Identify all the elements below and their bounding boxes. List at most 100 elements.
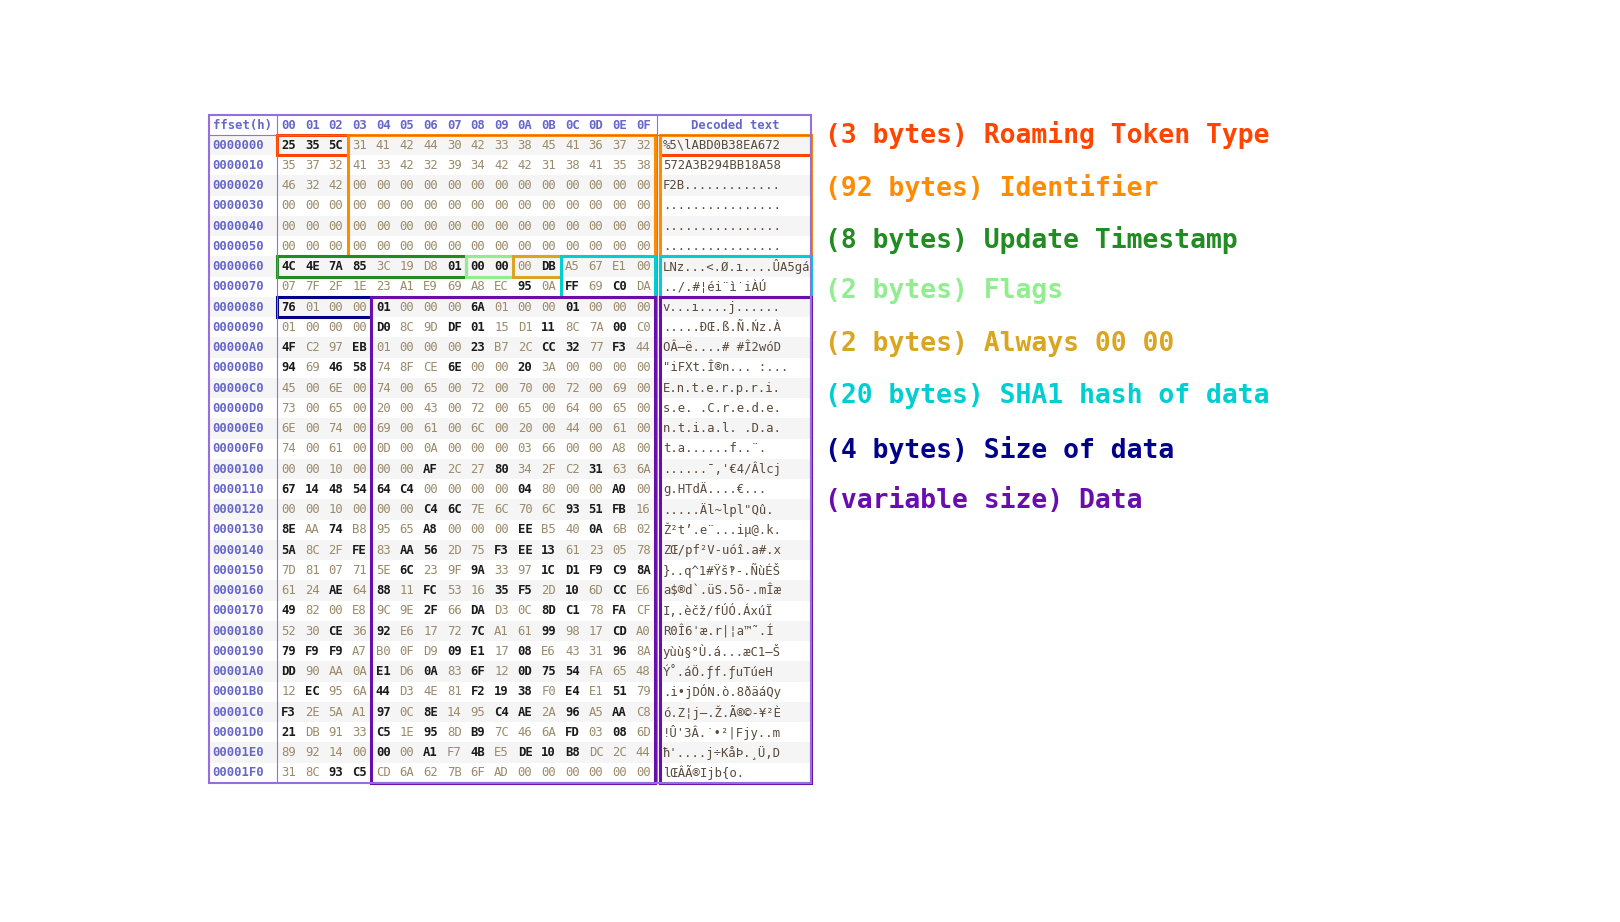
Text: CF: CF: [637, 604, 651, 618]
Bar: [209, 661, 812, 681]
Text: 00: 00: [352, 503, 368, 516]
Text: 35: 35: [282, 159, 296, 171]
Text: 64: 64: [565, 402, 580, 415]
Text: F2: F2: [470, 685, 486, 698]
Text: 44: 44: [423, 138, 437, 151]
Text: FB: FB: [612, 503, 627, 516]
Text: 21: 21: [282, 726, 296, 739]
Text: 0000050: 0000050: [212, 240, 264, 253]
Text: 00: 00: [494, 199, 509, 212]
Text: 00: 00: [637, 422, 651, 435]
Text: FA: FA: [612, 604, 627, 618]
Text: 7E: 7E: [470, 503, 486, 516]
Text: 62: 62: [423, 766, 437, 779]
Bar: [277, 135, 348, 155]
Text: 35: 35: [612, 159, 627, 171]
Text: FF: FF: [565, 280, 580, 293]
Text: 95: 95: [376, 524, 390, 537]
Text: 07: 07: [329, 563, 343, 577]
Text: 6C: 6C: [541, 503, 556, 516]
Text: 75: 75: [470, 544, 486, 557]
Bar: [209, 722, 812, 742]
Text: 3C: 3C: [376, 260, 390, 273]
Text: 00: 00: [447, 240, 462, 253]
Text: 51: 51: [612, 685, 627, 698]
Text: 93: 93: [329, 766, 343, 779]
Text: 00: 00: [329, 604, 343, 618]
Text: 00: 00: [376, 179, 390, 192]
Text: 00: 00: [494, 179, 509, 192]
Text: 00: 00: [352, 382, 368, 395]
Text: 6A: 6A: [637, 463, 651, 476]
Text: 8E: 8E: [423, 705, 437, 718]
Text: 00: 00: [612, 199, 627, 212]
Text: 00001B0: 00001B0: [212, 685, 264, 698]
Text: FA: FA: [588, 665, 603, 678]
Text: 00: 00: [400, 240, 415, 253]
Text: 64: 64: [376, 483, 390, 496]
Text: 00: 00: [541, 766, 556, 779]
Text: 93: 93: [565, 503, 580, 516]
Text: A8: A8: [423, 524, 437, 537]
Text: 66: 66: [541, 443, 556, 455]
Text: 41: 41: [376, 138, 390, 151]
Text: 10: 10: [329, 463, 343, 476]
Text: C5: C5: [376, 726, 390, 739]
Text: 1E: 1E: [400, 726, 415, 739]
Text: 82: 82: [305, 604, 319, 618]
Text: CC: CC: [541, 341, 556, 354]
Text: 9F: 9F: [447, 563, 462, 577]
Text: 91: 91: [329, 726, 343, 739]
Text: D8: D8: [423, 260, 437, 273]
Text: (92 bytes) Identifier: (92 bytes) Identifier: [825, 173, 1158, 202]
Text: 61: 61: [612, 422, 627, 435]
Text: 31: 31: [352, 138, 368, 151]
Text: 0A: 0A: [588, 524, 603, 537]
Text: EB: EB: [352, 341, 368, 354]
Text: .....Äl~lpl"Qû.: .....Äl~lpl"Qû.: [663, 502, 773, 516]
Text: 88: 88: [376, 584, 390, 597]
Text: 00: 00: [637, 402, 651, 415]
Text: 00: 00: [470, 179, 486, 192]
Text: 02: 02: [329, 119, 343, 132]
Text: 00: 00: [541, 219, 556, 232]
Text: 00: 00: [494, 240, 509, 253]
Bar: [209, 115, 812, 783]
Text: 2D: 2D: [541, 584, 556, 597]
Bar: [209, 581, 812, 600]
Text: 32: 32: [565, 341, 580, 354]
Text: 53: 53: [447, 584, 462, 597]
Text: 6D: 6D: [637, 726, 651, 739]
Text: E1: E1: [588, 685, 603, 698]
Bar: [209, 419, 812, 439]
Text: 36: 36: [588, 138, 603, 151]
Text: 00: 00: [329, 301, 343, 313]
Text: 00: 00: [400, 341, 415, 354]
Text: 8E: 8E: [282, 524, 296, 537]
Text: C0: C0: [612, 280, 627, 293]
Text: 00: 00: [400, 463, 415, 476]
Bar: [209, 378, 812, 398]
Text: B9: B9: [470, 726, 486, 739]
Text: 0C: 0C: [565, 119, 580, 132]
Text: CD: CD: [612, 624, 627, 637]
Text: 38: 38: [518, 138, 533, 151]
Text: 73: 73: [282, 402, 296, 415]
Text: 00: 00: [447, 402, 462, 415]
Text: 00: 00: [400, 301, 415, 313]
Text: 70: 70: [518, 382, 533, 395]
Text: 6F: 6F: [470, 665, 486, 678]
Text: 06: 06: [423, 119, 437, 132]
Text: 00000E0: 00000E0: [212, 422, 264, 435]
Text: 00: 00: [518, 240, 533, 253]
Text: 56: 56: [423, 544, 437, 557]
Text: 00: 00: [637, 766, 651, 779]
Text: 03: 03: [352, 119, 368, 132]
Text: 5E: 5E: [376, 563, 390, 577]
Text: 00: 00: [612, 321, 627, 334]
Text: 42: 42: [470, 138, 486, 151]
Text: 00: 00: [352, 463, 368, 476]
Text: 92: 92: [305, 746, 319, 759]
Text: AA: AA: [329, 665, 343, 678]
Text: 13: 13: [541, 544, 556, 557]
